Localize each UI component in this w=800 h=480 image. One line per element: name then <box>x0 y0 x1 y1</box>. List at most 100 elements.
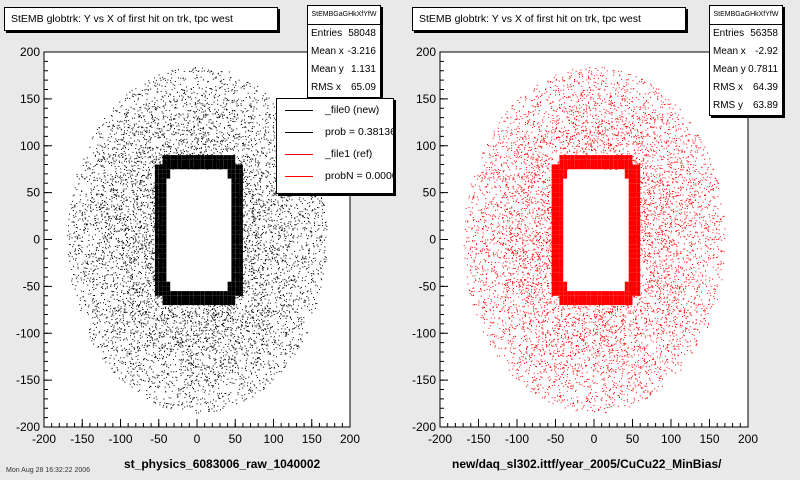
scatter-point <box>280 332 282 333</box>
scatter-point <box>218 396 220 398</box>
scatter-point <box>283 230 285 232</box>
scatter-point <box>223 363 225 365</box>
scatter-point <box>219 87 221 89</box>
scatter-point <box>105 202 107 204</box>
scatter-point <box>130 257 132 259</box>
scatter-point <box>319 267 321 269</box>
scatter-point <box>96 314 98 316</box>
scatter-point <box>105 237 107 239</box>
scatter-point <box>300 298 302 300</box>
scatter-point <box>299 291 301 293</box>
scatter-point <box>129 131 131 133</box>
scatter-point <box>154 223 156 225</box>
scatter-point <box>98 332 100 334</box>
scatter-point <box>119 252 121 254</box>
scatter-point <box>95 218 97 220</box>
scatter-point <box>226 139 228 141</box>
scatter-point <box>258 270 260 271</box>
scatter-point <box>194 112 196 114</box>
scatter-point <box>139 222 141 224</box>
scatter-point <box>124 308 126 310</box>
scatter-point <box>213 358 215 360</box>
scatter-point <box>262 118 264 120</box>
scatter-point <box>278 204 280 206</box>
scatter-point <box>272 163 273 165</box>
scatter-point <box>249 176 251 177</box>
scatter-point <box>137 218 139 220</box>
scatter-point <box>122 299 124 300</box>
scatter-point <box>255 99 257 101</box>
scatter-point <box>161 95 163 97</box>
scatter-point <box>132 190 134 192</box>
scatter-point <box>152 277 154 279</box>
scatter-point <box>215 148 217 150</box>
scatter-point <box>194 104 196 106</box>
scatter-point <box>260 177 262 179</box>
scatter-point <box>249 322 250 324</box>
scatter-point <box>180 366 182 368</box>
scatter-point <box>315 215 317 217</box>
scatter-point <box>120 120 122 122</box>
scatter-point <box>287 246 289 248</box>
scatter-point <box>247 326 248 327</box>
scatter-point <box>171 104 173 106</box>
scatter-point <box>202 330 204 332</box>
scatter-point <box>220 81 222 83</box>
scatter-point <box>265 247 267 248</box>
scatter-point <box>208 323 210 325</box>
scatter-point <box>252 158 254 160</box>
scatter-point <box>106 213 108 215</box>
scatter-point <box>102 165 104 167</box>
scatter-point <box>311 312 313 314</box>
scatter-point <box>248 393 250 394</box>
scatter-point <box>248 275 250 277</box>
scatter-point <box>262 98 263 100</box>
scatter-point <box>144 185 146 186</box>
scatter-point <box>259 282 261 284</box>
scatter-point <box>163 377 165 379</box>
scatter-point <box>151 122 153 124</box>
scatter-point <box>137 272 139 274</box>
scatter-point <box>265 132 267 134</box>
scatter-point <box>102 207 104 209</box>
scatter-point <box>223 346 225 348</box>
scatter-point <box>134 201 135 203</box>
scatter-point <box>116 231 118 233</box>
scatter-point <box>139 116 141 118</box>
scatter-point <box>132 368 134 370</box>
scatter-point <box>92 311 94 313</box>
scatter-point <box>118 124 120 126</box>
scatter-point <box>123 281 125 283</box>
scatter-point <box>241 124 243 125</box>
scatter-point <box>318 289 320 290</box>
scatter-point <box>252 279 253 280</box>
scatter-point <box>255 270 257 271</box>
scatter-point <box>281 345 283 347</box>
scatter-point <box>124 261 126 263</box>
scatter-point <box>142 330 144 332</box>
scatter-point <box>125 234 127 236</box>
scatter-point <box>257 318 259 320</box>
scatter-point <box>242 383 244 385</box>
scatter-point <box>290 205 292 207</box>
scatter-point <box>224 93 226 95</box>
scatter-point <box>252 357 254 359</box>
scatter-point <box>203 79 204 81</box>
scatter-point <box>275 253 277 255</box>
scatter-point <box>298 261 300 263</box>
scatter-point <box>190 147 192 149</box>
scatter-point <box>126 199 128 201</box>
scatter-point <box>217 405 219 407</box>
scatter-point <box>154 229 156 231</box>
scatter-point <box>288 208 290 210</box>
scatter-point <box>200 103 202 105</box>
scatter-point <box>148 131 150 133</box>
scatter-point <box>263 204 264 206</box>
scatter-point <box>138 321 140 323</box>
scatter-point <box>229 127 231 129</box>
scatter-point <box>189 70 191 72</box>
scatter-point <box>119 213 121 215</box>
scatter-point <box>178 390 180 392</box>
scatter-point <box>243 86 245 87</box>
scatter-point <box>133 250 135 252</box>
